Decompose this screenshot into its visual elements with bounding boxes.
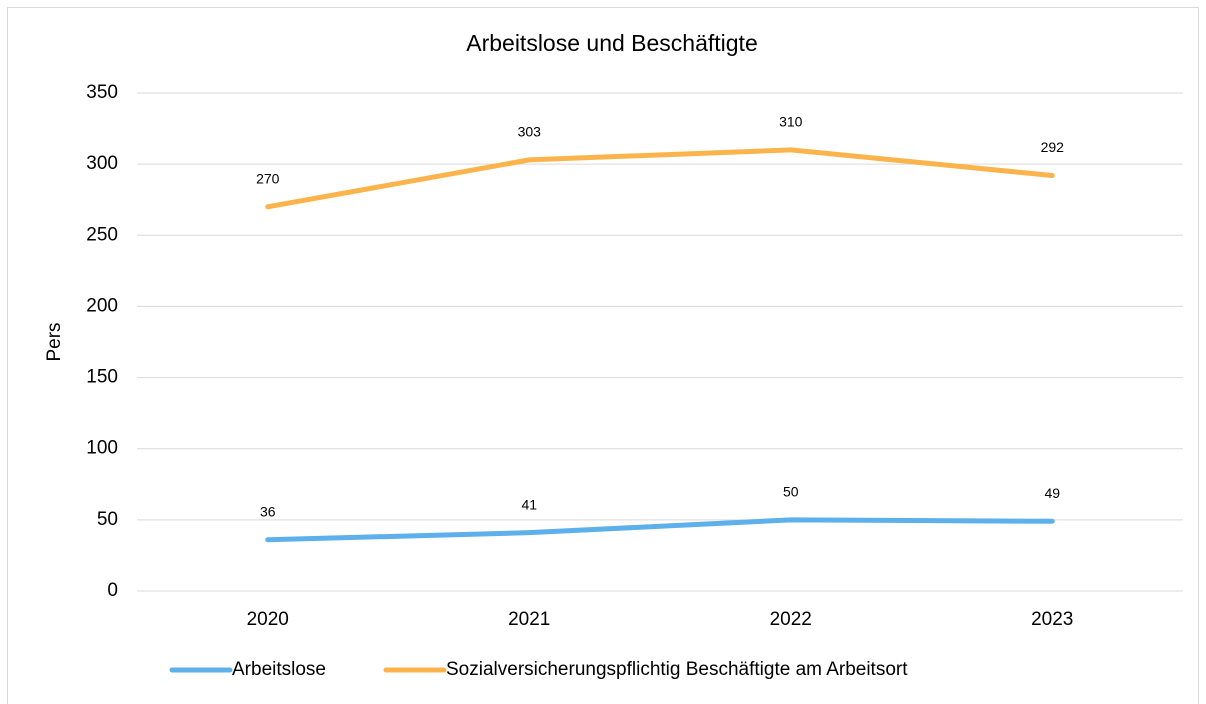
series-line [265,147,1055,210]
y-tick-label: 200 [86,295,118,316]
y-tick-label: 250 [86,224,118,245]
series-line [265,517,1055,543]
x-tick-label: 2020 [247,609,289,630]
data-label: 310 [779,114,803,130]
chart-frame [7,7,1199,704]
data-label: 49 [1044,485,1060,501]
data-label: 292 [1041,139,1065,155]
data-label: 50 [783,484,799,500]
y-tick-label: 150 [86,367,118,388]
data-label: 303 [518,124,542,140]
y-tick-label: 100 [86,438,118,459]
chart-title: Arbeitslose und Beschäftigte [466,30,758,56]
y-tick-label: 0 [107,580,118,601]
y-axis-label: Pers [44,322,65,361]
x-tick-label: 2023 [1031,609,1073,630]
x-tick-label: 2022 [770,609,812,630]
legend-label: Arbeitslose [232,659,326,680]
x-tick-label: 2021 [508,609,550,630]
data-label: 36 [260,503,276,519]
y-tick-label: 300 [86,153,118,174]
y-tick-label: 50 [97,509,118,530]
data-label: 270 [256,171,280,187]
legend-label: Sozialversicherungspflichtig Beschäftigt… [446,659,908,680]
y-tick-label: 350 [86,82,118,103]
data-label: 41 [521,496,537,512]
